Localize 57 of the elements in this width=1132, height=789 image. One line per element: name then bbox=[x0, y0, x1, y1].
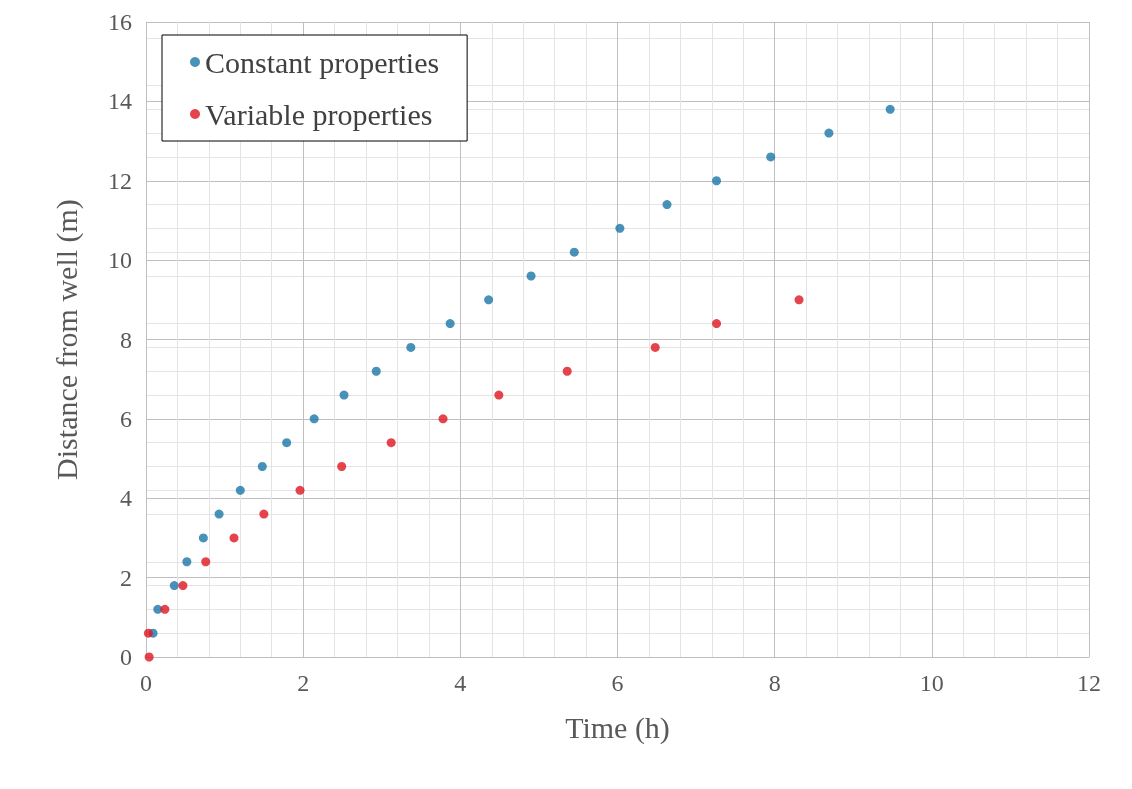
point bbox=[295, 485, 305, 495]
y-tick-label: 16 bbox=[108, 9, 132, 35]
point bbox=[257, 462, 267, 471]
y-tick-label: 2 bbox=[120, 564, 132, 591]
y-tick-label: 6 bbox=[120, 405, 132, 432]
point bbox=[712, 319, 722, 329]
x-tick-label: 8 bbox=[768, 670, 781, 696]
y-axis-title: Distance from well (m) bbox=[49, 199, 84, 480]
point bbox=[235, 485, 245, 495]
point bbox=[885, 104, 895, 114]
point bbox=[484, 295, 494, 305]
legend-label: Variable properties bbox=[205, 97, 433, 131]
point bbox=[182, 557, 192, 567]
x-tick-label: 10 bbox=[919, 670, 944, 696]
point bbox=[650, 342, 660, 352]
point bbox=[337, 462, 347, 471]
point bbox=[615, 223, 625, 233]
point bbox=[169, 581, 179, 591]
y-tick-label: 4 bbox=[120, 485, 132, 512]
point bbox=[712, 176, 722, 186]
point bbox=[562, 366, 572, 376]
point bbox=[569, 247, 579, 257]
point bbox=[143, 628, 153, 638]
x-tick-label: 2 bbox=[297, 670, 310, 696]
point bbox=[406, 342, 416, 352]
point bbox=[229, 533, 239, 543]
y-tick-label: 10 bbox=[108, 247, 132, 274]
x-axis-title: Time (h) bbox=[565, 710, 670, 745]
point bbox=[824, 128, 834, 138]
legend-label: Constant properties bbox=[205, 45, 440, 79]
point bbox=[160, 604, 170, 614]
x-tick-label: 12 bbox=[1077, 670, 1101, 696]
point bbox=[526, 271, 536, 281]
point bbox=[201, 557, 211, 567]
point bbox=[445, 319, 455, 329]
point bbox=[259, 509, 269, 519]
point bbox=[662, 200, 672, 210]
point bbox=[794, 295, 804, 305]
y-tick-label: 12 bbox=[108, 167, 132, 194]
x-tick-label: 4 bbox=[454, 670, 467, 696]
point bbox=[766, 152, 776, 162]
y-tick-label: 0 bbox=[120, 644, 132, 670]
point bbox=[371, 366, 381, 376]
point bbox=[386, 438, 396, 448]
point bbox=[494, 390, 504, 400]
x-tick-label: 6 bbox=[611, 670, 624, 696]
point bbox=[214, 509, 224, 519]
point bbox=[282, 438, 292, 448]
point bbox=[198, 533, 208, 543]
y-tick-label: 14 bbox=[108, 88, 132, 115]
point bbox=[144, 652, 154, 662]
point bbox=[178, 581, 188, 591]
x-tick-label: 0 bbox=[140, 670, 152, 696]
y-tick-label: 8 bbox=[120, 326, 132, 353]
point bbox=[309, 414, 319, 424]
point bbox=[438, 414, 448, 424]
point bbox=[339, 390, 349, 400]
